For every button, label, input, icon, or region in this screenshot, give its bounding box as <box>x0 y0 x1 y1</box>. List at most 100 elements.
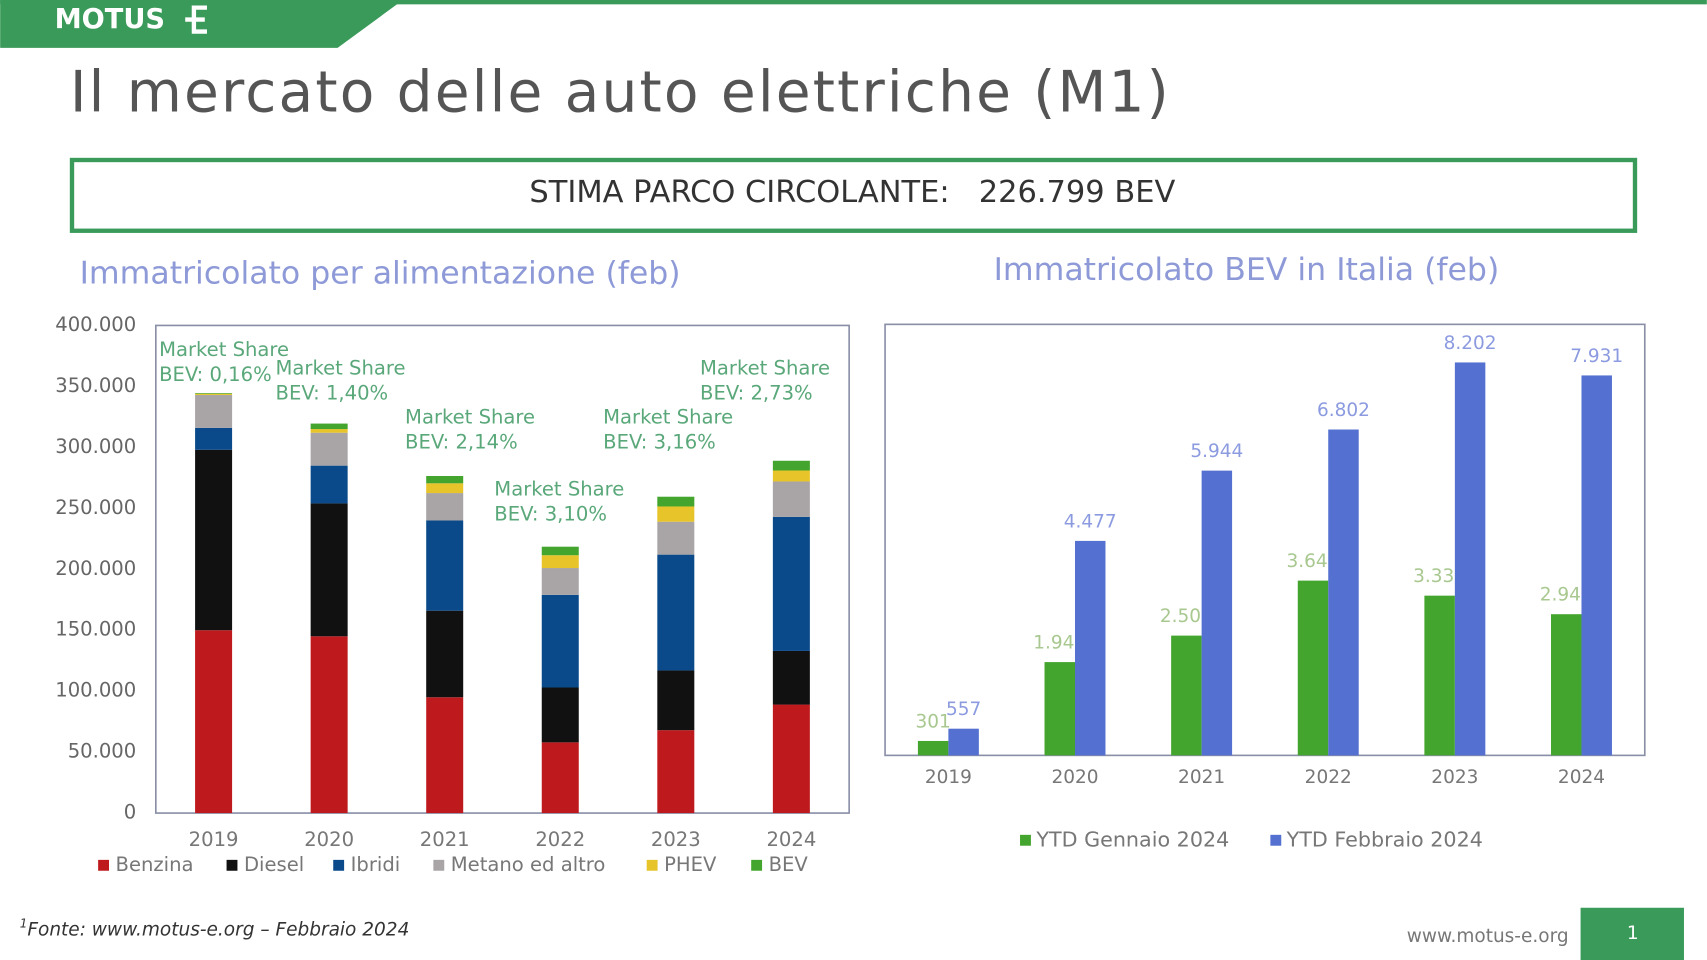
legend-swatch <box>751 859 763 871</box>
bar-segment <box>310 429 348 433</box>
x-tick-label: 2021 <box>420 828 470 851</box>
annotation: BEV: 0,16% <box>159 363 272 386</box>
bar <box>1171 635 1202 756</box>
x-tick-label: 2020 <box>1051 767 1098 788</box>
y-tick-label: 250.000 <box>55 496 136 519</box>
bar <box>1044 662 1075 756</box>
x-tick-label: 2022 <box>535 828 585 851</box>
bar-segment <box>541 594 579 688</box>
y-tick-label: 50.000 <box>68 740 137 763</box>
annotation: BEV: 3,10% <box>494 502 607 525</box>
plot-frame <box>154 324 850 814</box>
stat-text: STIMA PARCO CIRCOLANTE: 226.799 BEV <box>529 175 1175 210</box>
bar <box>917 740 949 756</box>
x-tick-label: 2024 <box>766 828 816 851</box>
bar-segment <box>310 465 348 504</box>
value-label: 7.931 <box>1570 346 1623 367</box>
bar-segment <box>772 650 810 705</box>
stat-box <box>69 157 1638 233</box>
bar <box>1454 362 1486 756</box>
annotation: Market Share <box>603 405 733 428</box>
bar-segment <box>657 506 695 522</box>
x-tick-label: 2022 <box>1305 767 1352 788</box>
legend-label: Ibridi <box>351 853 401 876</box>
value-label: 557 <box>946 699 981 720</box>
bar <box>1297 580 1329 756</box>
chart-title: Immatricolato BEV in Italia (feb) <box>994 252 1500 288</box>
annotation: Market Share <box>494 477 624 500</box>
x-tick-label: 2024 <box>1558 767 1605 788</box>
bar-segment <box>195 427 233 450</box>
bar <box>948 728 979 756</box>
legend-swatch <box>433 859 445 871</box>
bar-segment <box>772 470 810 482</box>
plot-frame <box>884 323 1646 757</box>
bar-segment <box>772 460 810 471</box>
bar-segment <box>772 516 810 651</box>
legend-swatch <box>226 859 238 871</box>
y-tick-label: 0 <box>124 801 136 824</box>
footnote: Fonte: www.motus-e.org – Febbraio 2024 <box>27 920 409 941</box>
legend-swatch <box>333 859 345 871</box>
annotation: Market Share <box>405 405 535 428</box>
footer-url: www.motus-e.org <box>1407 926 1569 947</box>
y-tick-label: 350.000 <box>55 374 136 397</box>
bar-segment <box>195 449 233 631</box>
bar-segment <box>426 493 464 521</box>
bar-segment <box>426 697 464 814</box>
y-tick-label: 400.000 <box>55 313 136 336</box>
bar-segment <box>772 481 810 517</box>
x-tick-label: 2020 <box>304 828 354 851</box>
bar-segment <box>195 394 233 428</box>
y-tick-label: 300.000 <box>55 435 136 458</box>
bar <box>1424 595 1455 756</box>
x-tick-label: 2019 <box>925 767 972 788</box>
page-box <box>1580 907 1684 960</box>
legend-swatch <box>1020 834 1031 846</box>
top-rule <box>0 0 1707 5</box>
value-label: 4.477 <box>1064 511 1117 532</box>
y-tick-label: 100.000 <box>55 679 136 702</box>
x-tick-label: 2023 <box>1431 767 1478 788</box>
legend-label: Benzina <box>116 853 194 876</box>
chart-title: Immatricolato per alimentazione (feb) <box>80 255 681 291</box>
legend-label: Metano ed altro <box>451 853 606 876</box>
bar-segment <box>426 610 464 698</box>
bar-segment <box>426 520 464 611</box>
bar <box>1074 540 1106 756</box>
bar-segment <box>657 730 695 814</box>
y-tick-label: 150.000 <box>55 618 136 641</box>
legend-swatch <box>98 859 110 871</box>
bar-segment <box>657 670 695 731</box>
value-label: 301 <box>915 711 950 732</box>
annotation: BEV: 3,16% <box>603 430 716 453</box>
value-label: 1.947 <box>1033 633 1086 654</box>
value-label: 3.334 <box>1413 566 1466 587</box>
bar-segment <box>426 483 464 494</box>
legend-swatch <box>646 859 658 871</box>
footnote-mark: 1 <box>20 917 28 931</box>
bar-segment <box>772 704 810 814</box>
bar-segment <box>657 521 695 555</box>
legend-label: BEV <box>769 853 809 876</box>
bar-segment <box>541 687 579 743</box>
bar-segment <box>310 432 348 466</box>
bar-segment <box>657 496 695 507</box>
logo-icon <box>185 5 207 34</box>
value-label: 5.944 <box>1190 441 1243 462</box>
bar-segment <box>195 393 233 395</box>
bar-segment <box>541 555 579 569</box>
legend-label: YTD Febbraio 2024 <box>1286 827 1483 851</box>
value-label: 2.947 <box>1540 585 1593 606</box>
annotation: BEV: 1,40% <box>276 382 389 405</box>
bar <box>1328 429 1359 756</box>
value-label: 8.202 <box>1444 333 1497 354</box>
slide-title: Il mercato delle auto elettriche (M1) <box>70 59 1171 125</box>
logo: MOTUS <box>55 4 165 35</box>
legend-swatch <box>1270 834 1282 846</box>
bar-segment <box>541 742 579 814</box>
annotation: Market Share <box>159 338 289 361</box>
annotation: BEV: 2,73% <box>700 382 813 405</box>
